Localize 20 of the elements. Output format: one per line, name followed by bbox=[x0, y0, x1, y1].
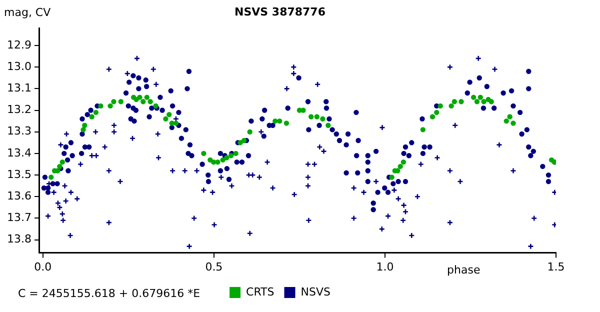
y-tick-label: 13.8 bbox=[6, 232, 32, 246]
x-axis-title: phase bbox=[447, 264, 480, 277]
x-tick-label: 0.5 bbox=[205, 260, 223, 274]
y-tick-label: 13.5 bbox=[6, 168, 32, 181]
x-tick-label: 0.0 bbox=[34, 260, 52, 274]
legend-label: NSVS bbox=[300, 285, 330, 298]
y-tick-label: 13.7 bbox=[6, 211, 32, 224]
legend-label: CRTS bbox=[246, 285, 274, 298]
x-tick-label: 1.5 bbox=[547, 260, 565, 274]
y-tick-label: 13.4 bbox=[6, 146, 32, 160]
y-tick-label: 13.0 bbox=[6, 60, 32, 73]
y-tick-label: 13.2 bbox=[6, 103, 32, 116]
y-axis-title: mag, CV bbox=[4, 6, 52, 19]
y-tick-label: 12.9 bbox=[6, 38, 32, 52]
y-tick-label: 13.1 bbox=[6, 82, 32, 95]
y-tick-label: 13.6 bbox=[6, 190, 32, 203]
chart-title: NSVS 3878776 bbox=[234, 5, 326, 18]
x-tick-label: 1.0 bbox=[376, 260, 394, 274]
text: C = 2455155.618 + 0.679616 *E bbox=[18, 286, 200, 300]
y-tick-label: 13.3 bbox=[6, 124, 32, 138]
